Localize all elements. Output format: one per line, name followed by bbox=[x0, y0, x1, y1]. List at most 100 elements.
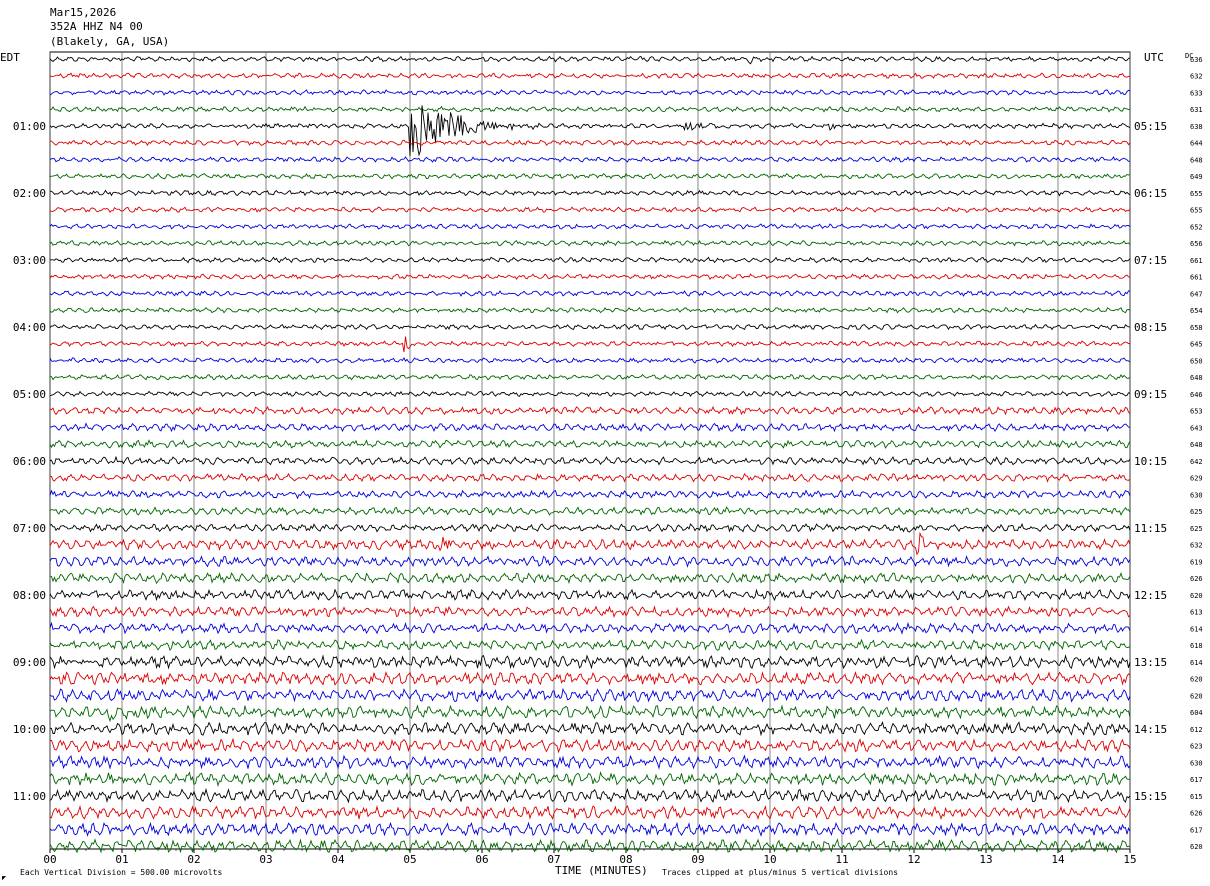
trace-row bbox=[49, 455, 1131, 466]
trace-row bbox=[49, 189, 1131, 197]
x-axis-title: TIME (MINUTES) bbox=[555, 864, 648, 877]
trace-row bbox=[49, 139, 1131, 147]
x-tick-label: 11 bbox=[835, 853, 848, 866]
trace-row bbox=[49, 105, 1131, 157]
dc-value-label: 644 bbox=[1190, 140, 1203, 148]
dc-value-label: 648 bbox=[1190, 156, 1203, 164]
trace-row bbox=[49, 506, 1131, 517]
trace-row bbox=[49, 172, 1131, 180]
dc-value-label: 648 bbox=[1190, 441, 1203, 449]
dc-value-label: 620 bbox=[1190, 692, 1203, 700]
x-tick-label: 14 bbox=[1051, 853, 1065, 866]
dc-value-label: 620 bbox=[1190, 592, 1203, 600]
x-tick-label: 13 bbox=[979, 853, 992, 866]
trace-row bbox=[49, 336, 1131, 353]
dc-value-label: 648 bbox=[1190, 374, 1203, 382]
trace-row bbox=[49, 323, 1131, 331]
trace-row bbox=[49, 239, 1131, 247]
dc-value-label: 614 bbox=[1190, 659, 1203, 667]
x-tick-label: 00 bbox=[43, 853, 56, 866]
dc-value-label: 613 bbox=[1190, 609, 1203, 617]
dc-value-label: 632 bbox=[1190, 73, 1203, 81]
trace-row bbox=[49, 489, 1131, 500]
x-tick-label: 04 bbox=[331, 853, 345, 866]
right-hour-label: 07:15 bbox=[1134, 254, 1167, 267]
right-hour-label: 14:15 bbox=[1134, 723, 1167, 736]
left-hour-label: 06:00 bbox=[13, 455, 46, 468]
dc-value-label: 630 bbox=[1190, 491, 1203, 499]
trace-row bbox=[49, 704, 1131, 723]
dc-value-label: 614 bbox=[1190, 625, 1203, 633]
right-hour-label: 15:15 bbox=[1134, 790, 1167, 803]
right-hour-label: 12:15 bbox=[1134, 589, 1167, 602]
dc-value-label: 661 bbox=[1190, 274, 1203, 282]
trace-row bbox=[49, 787, 1131, 804]
trace-row bbox=[49, 754, 1131, 771]
left-hour-label: 02:00 bbox=[13, 187, 46, 200]
left-hour-label: 04:00 bbox=[13, 321, 46, 334]
trace-row bbox=[49, 838, 1131, 854]
dc-value-label: 617 bbox=[1190, 776, 1203, 784]
left-hour-label: 01:00 bbox=[13, 120, 46, 133]
dc-value-label: 638 bbox=[1190, 123, 1203, 131]
trace-row bbox=[49, 588, 1131, 602]
dc-value-label: 620 bbox=[1190, 843, 1203, 851]
trace-row bbox=[49, 771, 1130, 788]
footer-clip-note: Traces clipped at plus/minus 5 vertical … bbox=[662, 868, 898, 877]
x-tick-label: 15 bbox=[1123, 853, 1136, 866]
trace-row bbox=[49, 273, 1131, 281]
trace-row bbox=[49, 356, 1131, 364]
dc-value-label: 631 bbox=[1190, 106, 1203, 114]
dc-value-label: 647 bbox=[1190, 290, 1203, 298]
right-hour-label: 06:15 bbox=[1134, 187, 1167, 200]
right-hour-label: 10:15 bbox=[1134, 455, 1167, 468]
x-tick-label: 06 bbox=[475, 853, 488, 866]
trace-row bbox=[49, 572, 1131, 585]
trace-row bbox=[49, 405, 1131, 416]
dc-value-label: 661 bbox=[1190, 257, 1203, 265]
x-tick-label: 03 bbox=[259, 853, 272, 866]
trace-row bbox=[49, 621, 1131, 635]
trace-row bbox=[49, 72, 1131, 80]
trace-row bbox=[49, 804, 1131, 820]
dc-value-label: 626 bbox=[1190, 810, 1203, 818]
x-tick-labels: 00 01 02 03 04 05 06 07 08 09 10 11 12 13 14 15 bbox=[43, 853, 1136, 866]
dc-value-label: 612 bbox=[1190, 726, 1203, 734]
trace-row bbox=[49, 373, 1131, 381]
dc-value-label: 617 bbox=[1190, 826, 1203, 834]
trace-row bbox=[49, 306, 1131, 314]
dc-value-label: 629 bbox=[1190, 475, 1203, 483]
dc-value-label: 615 bbox=[1190, 793, 1203, 801]
trace-row bbox=[49, 687, 1131, 703]
dc-value-labels: 636 632 633 631 638 644 648 649 655 655 652 656 661 6… bbox=[1190, 56, 1203, 851]
x-tick-label: 10 bbox=[763, 853, 776, 866]
x-tick-label: 01 bbox=[115, 853, 128, 866]
trace-row bbox=[49, 256, 1131, 264]
x-tick-label: 12 bbox=[907, 853, 920, 866]
trace-row bbox=[49, 654, 1131, 670]
dc-value-label: 652 bbox=[1190, 223, 1203, 231]
right-hour-labels: 05:15 06:15 07:15 08:15 09:15 10:15 11:15 12:15… bbox=[1134, 120, 1167, 803]
x-tick-label: 05 bbox=[403, 853, 416, 866]
dc-value-label: 636 bbox=[1190, 56, 1203, 64]
dc-value-label: 650 bbox=[1190, 357, 1203, 365]
left-hour-label: 07:00 bbox=[13, 522, 46, 535]
left-hour-label: 10:00 bbox=[13, 723, 46, 736]
dc-value-label: 653 bbox=[1190, 408, 1203, 416]
dc-value-label: 625 bbox=[1190, 508, 1203, 516]
left-hour-label: 03:00 bbox=[13, 254, 46, 267]
trace-row bbox=[49, 206, 1131, 213]
dc-value-label: 618 bbox=[1190, 642, 1203, 650]
right-timezone-label: UTC bbox=[1144, 51, 1164, 64]
trace-row bbox=[49, 737, 1131, 754]
dc-value-label: 649 bbox=[1190, 173, 1203, 181]
right-hour-label: 11:15 bbox=[1134, 522, 1167, 535]
trace-row bbox=[49, 605, 1131, 619]
dc-value-label: 656 bbox=[1190, 240, 1203, 248]
trace-row bbox=[49, 638, 1131, 652]
trace-row bbox=[50, 472, 1131, 483]
trace-row bbox=[49, 290, 1131, 297]
left-hour-label: 05:00 bbox=[13, 388, 46, 401]
dc-value-label: 625 bbox=[1190, 525, 1203, 533]
